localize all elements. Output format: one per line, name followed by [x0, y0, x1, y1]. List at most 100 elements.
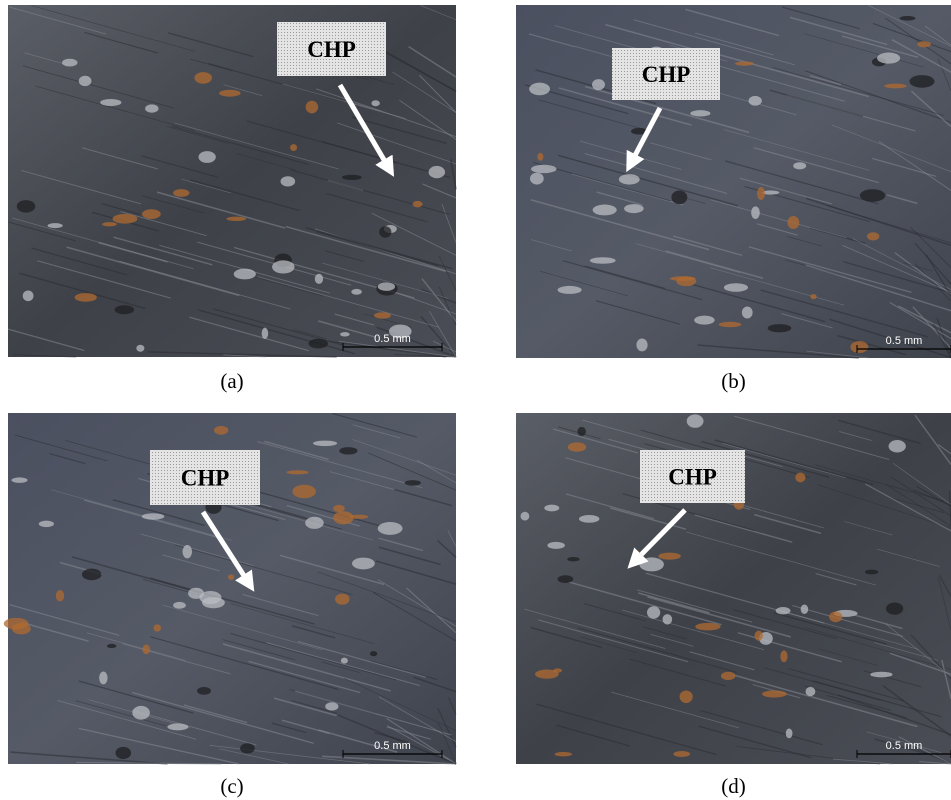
grain: [173, 602, 186, 609]
grain: [786, 728, 793, 738]
caption: (c): [220, 774, 243, 798]
grain: [173, 189, 189, 197]
grain: [115, 305, 135, 314]
grain: [100, 99, 121, 106]
label: CHP: [307, 37, 356, 62]
grain: [719, 322, 742, 327]
grain: [379, 226, 391, 237]
grain: [749, 96, 762, 106]
grain: [810, 294, 816, 299]
grain: [107, 644, 116, 648]
grain: [142, 513, 164, 519]
grain: [262, 328, 269, 339]
grain: [194, 72, 212, 84]
grain: [142, 209, 161, 219]
grain: [113, 214, 138, 224]
grain: [234, 269, 256, 280]
grain: [776, 607, 791, 614]
grain: [405, 480, 421, 486]
grain: [568, 442, 586, 451]
grain: [567, 557, 579, 561]
grain: [429, 166, 445, 178]
grain: [413, 201, 423, 207]
grain: [742, 307, 753, 319]
grain: [142, 644, 150, 654]
grain: [886, 602, 903, 614]
grain: [757, 187, 765, 200]
grain: [198, 151, 215, 163]
grain: [167, 723, 188, 730]
grain: [342, 175, 362, 180]
grain: [313, 441, 337, 446]
grain: [867, 232, 879, 240]
label: CHP: [181, 466, 230, 491]
grain: [17, 200, 36, 213]
grain: [75, 293, 97, 302]
grain: [292, 485, 315, 499]
grain: [39, 521, 54, 527]
grain: [82, 569, 102, 581]
grain: [371, 100, 379, 106]
grain: [624, 204, 644, 213]
grain: [639, 557, 664, 571]
grain: [62, 59, 78, 67]
grain: [694, 316, 714, 325]
label: CHP: [668, 465, 717, 490]
grain: [378, 282, 395, 291]
grain: [132, 706, 150, 720]
panel: CHP0.5 mm: [4, 413, 456, 764]
grain: [145, 104, 158, 112]
grain: [154, 624, 162, 631]
grain: [335, 594, 350, 605]
grain: [619, 174, 640, 184]
grain: [197, 687, 211, 695]
grain: [333, 511, 353, 524]
grain: [724, 283, 748, 292]
grain: [755, 631, 763, 641]
grain: [56, 590, 64, 601]
grain: [521, 512, 530, 521]
scale-label: 0.5 mm: [374, 333, 411, 345]
grain: [900, 16, 916, 21]
grain: [751, 206, 760, 219]
grain: [547, 542, 565, 549]
grain: [787, 216, 799, 229]
grain: [658, 553, 681, 560]
grain: [544, 505, 559, 512]
figure: CHP0.5 mm(a)CHP0.5 mm(b)CHP0.5 mm(c)CHP0…: [0, 0, 951, 800]
grain: [690, 110, 710, 116]
grain: [762, 690, 787, 697]
grain: [11, 477, 27, 482]
grain: [663, 614, 673, 624]
grain: [340, 332, 350, 336]
grain: [286, 470, 308, 474]
panel: CHP0.5 mm: [516, 5, 951, 358]
grain: [592, 79, 605, 90]
grain: [378, 522, 403, 535]
grain: [530, 173, 544, 185]
label: CHP: [642, 62, 691, 87]
grain: [555, 752, 572, 756]
grain: [735, 62, 754, 66]
grain: [676, 276, 696, 286]
grain: [228, 574, 234, 580]
grain: [636, 339, 647, 352]
grain: [558, 575, 574, 583]
grain: [673, 751, 690, 757]
grain: [860, 189, 886, 202]
grain: [79, 76, 92, 86]
grain: [889, 440, 906, 452]
grain: [577, 427, 586, 436]
grain: [529, 83, 550, 96]
grain: [306, 101, 318, 114]
grain: [877, 53, 900, 64]
panel: CHP0.5 mm: [516, 413, 951, 764]
grain: [305, 517, 324, 529]
grain: [182, 545, 192, 558]
grain: [917, 41, 931, 47]
grain: [647, 606, 660, 618]
grain: [136, 345, 144, 352]
micrograph: [8, 5, 456, 357]
grain: [793, 162, 806, 169]
panel: CHP 0.5 mm: [8, 5, 456, 357]
